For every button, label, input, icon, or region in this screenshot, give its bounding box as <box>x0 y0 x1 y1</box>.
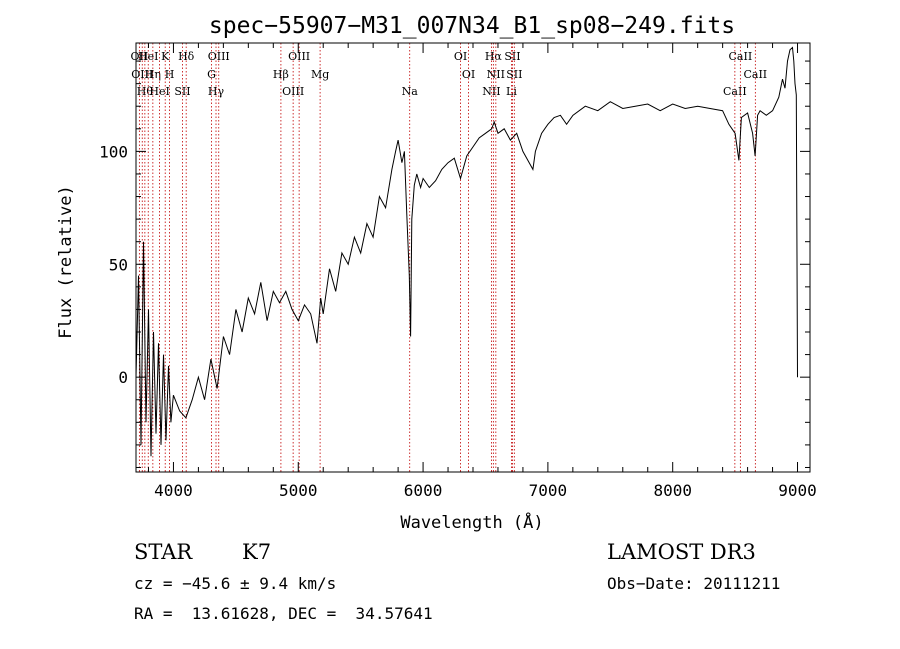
line-marker-label: Hβ <box>273 68 289 81</box>
line-marker-label: G <box>207 68 216 81</box>
survey-name: LAMOST DR3 <box>607 540 756 564</box>
line-marker-label: OII <box>131 50 149 63</box>
x-tick-label: 7000 <box>529 481 568 500</box>
spectrum-line <box>135 46 798 457</box>
line-marker-label: SII <box>504 50 520 63</box>
object-subclass: K7 <box>242 540 272 564</box>
y-tick-label: 50 <box>109 255 128 274</box>
line-marker-label: NII <box>482 85 500 98</box>
line-marker-label: K <box>161 50 170 63</box>
x-tick-label: 8000 <box>653 481 692 500</box>
redshift-velocity: cz = −45.6 ± 9.4 km/s <box>134 574 337 593</box>
y-axis-label: Flux (relative) <box>56 185 76 339</box>
line-marker-label: SII <box>174 85 190 98</box>
line-marker-label: Na <box>402 85 419 98</box>
chart-title: spec−55907−M31_007N34_B1_sp08−249.fits <box>209 13 735 39</box>
series-group <box>135 46 798 457</box>
line-marker-label: OIII <box>288 50 310 63</box>
y-tick-label: 0 <box>118 368 128 387</box>
line-marker-label: Hδ <box>178 50 195 63</box>
line-marker-label: Hα <box>485 50 503 63</box>
spectrum-chart: spec−55907−M31_007N34_B1_sp08−249.fits O… <box>56 13 817 533</box>
y-tick-label: 100 <box>99 142 128 161</box>
x-axis: 4000 5000 6000 7000 8000 9000 <box>147 43 817 500</box>
line-marker-label: OIII <box>208 50 230 63</box>
x-tick-label: 6000 <box>404 481 443 500</box>
line-marker-label: HeI <box>149 85 169 98</box>
line-marker-label: NII <box>487 68 505 81</box>
observation-date: Obs−Date: 20111211 <box>607 574 781 593</box>
y-axis: 0 50 100 <box>99 60 810 468</box>
line-marker-label: Li <box>506 85 517 98</box>
line-marker-label: Mg <box>311 68 329 81</box>
coordinates: RA = 13.61628, DEC = 34.57641 <box>134 604 433 623</box>
object-class: STAR <box>134 540 193 564</box>
line-marker-label: CaII <box>743 68 767 81</box>
x-axis-label: Wavelength (Å) <box>400 511 543 533</box>
line-marker-label: Hη <box>145 68 161 81</box>
line-marker-label: Hθ <box>137 85 154 98</box>
plot-frame <box>135 42 811 473</box>
x-tick-label: 5000 <box>279 481 318 500</box>
line-marker-label: OI <box>462 68 475 81</box>
line-marker-label: CaII <box>723 85 747 98</box>
line-marker-label: HeI <box>138 50 158 63</box>
line-marker-label: OIII <box>131 68 153 81</box>
line-marker-label: SII <box>506 68 522 81</box>
line-marker-label: H <box>165 68 175 81</box>
line-marker-label: Hγ <box>208 85 225 98</box>
line-marker-label: OI <box>454 50 467 63</box>
x-tick-label: 9000 <box>778 481 817 500</box>
x-tick-label: 4000 <box>154 481 193 500</box>
line-marker-label: OIII <box>282 85 304 98</box>
line-marker-label: CaII <box>729 50 753 63</box>
line-markers: OIIOIIIHθHeIHηHeIKHSIIHδGHγOIIIHβOIIIOII… <box>131 43 767 472</box>
